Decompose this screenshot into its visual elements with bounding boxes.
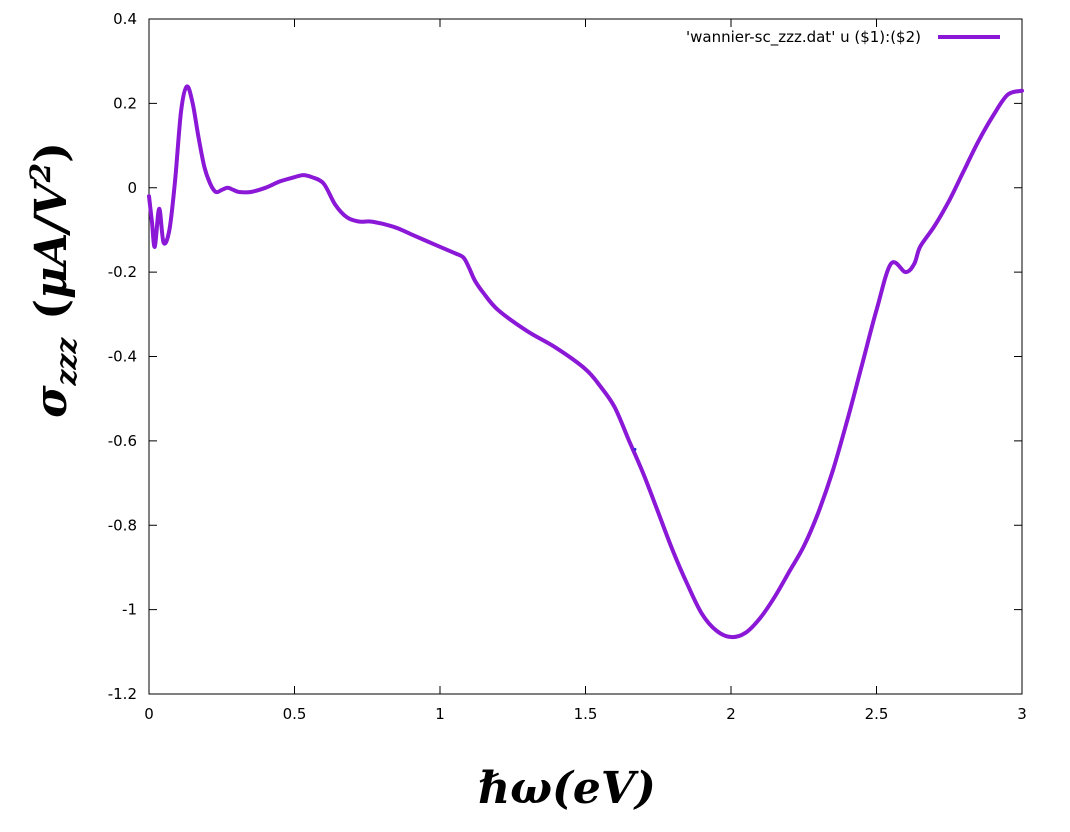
y-tick-label: -0.2 bbox=[108, 263, 137, 281]
x-tick-label: 1.5 bbox=[574, 705, 598, 723]
x-tick-label: 0.5 bbox=[283, 705, 307, 723]
y-axis-unit-superscript: 2 bbox=[24, 163, 57, 183]
y-axis: 0.4 0.2 0 -0.2 -0.4 -0.6 -0.8 -1 -1.2 bbox=[108, 10, 1022, 703]
plot-border bbox=[148, 18, 1023, 695]
y-axis-subscript: zzz bbox=[50, 337, 83, 387]
legend-label: 'wannier-sc_zzz.dat' u ($1):($2) bbox=[686, 28, 921, 47]
y-axis-unit-open: ( bbox=[26, 299, 77, 320]
x-tick-label: 2 bbox=[726, 705, 736, 723]
x-axis: 0 0.5 1 1.5 2 2.5 3 bbox=[144, 19, 1027, 723]
y-tick-label: -0.4 bbox=[108, 348, 137, 366]
y-axis-unit-close: ) bbox=[26, 142, 77, 163]
y-axis-unit: μA/V bbox=[26, 179, 77, 299]
y-tick-label: -1 bbox=[122, 601, 137, 619]
x-tick-label: 1 bbox=[435, 705, 445, 723]
x-axis-title: ℏω(eV) bbox=[478, 763, 656, 814]
y-axis-title: σzzz (μA/V2) bbox=[24, 142, 83, 418]
y-tick-label: -0.6 bbox=[108, 432, 137, 450]
y-tick-label: -0.8 bbox=[108, 516, 137, 534]
y-tick-label: 0 bbox=[127, 179, 137, 197]
legend: 'wannier-sc_zzz.dat' u ($1):($2) bbox=[686, 28, 1000, 47]
point-marker bbox=[633, 447, 637, 451]
y-axis-symbol: σ bbox=[26, 385, 77, 418]
plot-area bbox=[148, 18, 1023, 695]
x-tick-label: 0 bbox=[144, 705, 154, 723]
series-layer bbox=[147, 84, 1024, 640]
y-tick-label: 0.2 bbox=[113, 94, 137, 112]
y-tick-label: -1.2 bbox=[108, 685, 137, 703]
x-tick-label: 2.5 bbox=[865, 705, 889, 723]
y-tick-label: 0.4 bbox=[113, 10, 137, 28]
x-tick-label: 3 bbox=[1017, 705, 1027, 723]
series-line bbox=[147, 84, 1024, 640]
